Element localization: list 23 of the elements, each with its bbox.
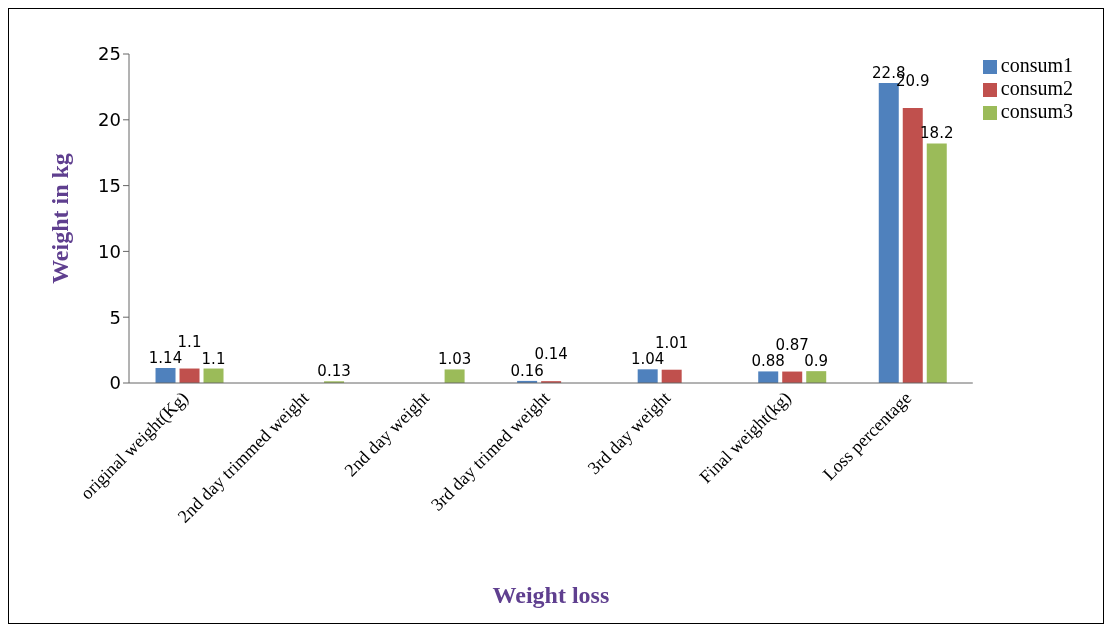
legend-label: consum2 xyxy=(1000,77,1073,99)
y-tick-label: 15 xyxy=(98,174,121,196)
data-label: 0.14 xyxy=(534,345,568,364)
data-label: 1.03 xyxy=(437,350,472,369)
legend-label: consum1 xyxy=(1000,54,1073,76)
y-tick-label: 5 xyxy=(109,306,121,328)
y-tick-label: 20 xyxy=(98,109,121,131)
data-label: 1.1 xyxy=(201,349,226,368)
data-label: 1.14 xyxy=(148,349,183,367)
data-label: 0.87 xyxy=(775,335,809,354)
data-label: 0.13 xyxy=(317,362,351,381)
y-tick-label: 0 xyxy=(109,372,121,394)
data-label: 1.04 xyxy=(630,350,665,369)
y-tick-label: 25 xyxy=(98,43,121,65)
data-label: 0.16 xyxy=(510,361,544,380)
data-label: 0.9 xyxy=(804,352,829,371)
data-label: 0.88 xyxy=(751,352,785,371)
data-label: 1.1 xyxy=(177,332,202,351)
y-tick-label: 10 xyxy=(98,240,121,262)
y-axis-title: Weight in kg xyxy=(46,153,73,284)
data-label: 1.01 xyxy=(654,333,689,352)
x-axis-title: Weight loss xyxy=(492,582,610,608)
legend-label: consum3 xyxy=(1000,100,1073,122)
